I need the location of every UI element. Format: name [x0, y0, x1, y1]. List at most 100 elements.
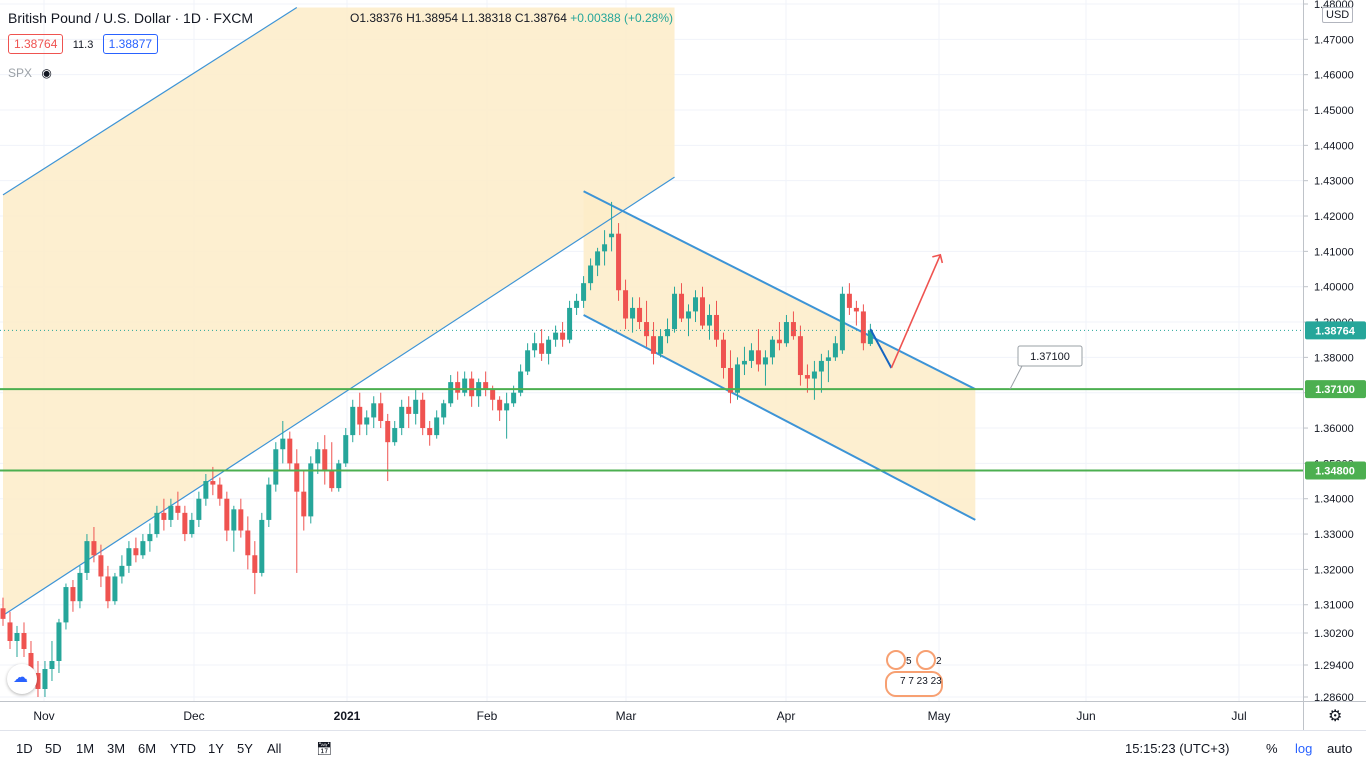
range-button-1y[interactable]: 1Y [208, 741, 224, 756]
candle-body [546, 339, 552, 354]
candles [0, 201, 873, 697]
callout-text: 1.37100 [1030, 351, 1070, 363]
range-button-ytd[interactable]: YTD [170, 741, 196, 756]
candle-body [665, 329, 671, 337]
candle-body [567, 307, 573, 340]
range-button-1m[interactable]: 1M [76, 741, 95, 756]
range-button-5y[interactable]: 5Y [237, 741, 253, 756]
time-axis-svg: Nov Dec 2021 Feb Mar Apr May Jun Jul [33, 709, 1246, 723]
price-label-text: 1.37100 [1315, 384, 1355, 396]
price-label-box [1305, 321, 1366, 340]
candle-body [315, 449, 321, 464]
candle-body [860, 311, 866, 344]
auto-toggle[interactable]: auto [1327, 741, 1353, 756]
currency-label[interactable]: USD [1322, 7, 1354, 23]
candle-body [322, 449, 328, 471]
time-tick-label: Nov [33, 709, 54, 723]
eye-off-icon[interactable]: ◉ [41, 66, 52, 80]
candle-body [399, 406, 405, 429]
candle-body [832, 343, 838, 358]
candle-body [455, 382, 461, 393]
candle-body [357, 406, 363, 425]
candle-body [867, 330, 873, 344]
price-scale-svg: 1.48000 1.47000 1.46000 1.45000 1.44000 1.430… [1304, 0, 1366, 704]
cloud-logo-icon: ☁ [13, 669, 28, 686]
candle-body [741, 360, 747, 365]
candle-body [672, 293, 678, 330]
event-badge-b-text: 2 [936, 656, 942, 667]
time-tick-label: Mar [616, 709, 637, 723]
candle-body [762, 357, 768, 365]
change-value: +0.00388 (+0.28%) [570, 11, 673, 25]
candle-body [7, 622, 13, 641]
price-tick-label: 1.30200 [1314, 628, 1354, 640]
candle-body [266, 484, 272, 520]
candle-body [532, 343, 538, 351]
range-button-6m[interactable]: 6M [138, 741, 157, 756]
candle-body [853, 307, 859, 312]
bid-price[interactable]: 1.38764 [8, 34, 64, 54]
candle-body [364, 417, 370, 425]
candle-body [818, 360, 824, 372]
candle-body [350, 406, 356, 436]
range-button-1d[interactable]: 1D [16, 741, 33, 756]
candle-body [804, 375, 810, 379]
price-label-box [1305, 461, 1366, 480]
time-tick-label: Jun [1076, 709, 1095, 723]
candle-body [371, 403, 377, 418]
time-axis[interactable]: Nov Dec 2021 Feb Mar Apr May Jun Jul [0, 701, 1303, 730]
candle-body [119, 565, 125, 577]
tradingview-logo[interactable]: ☁ [7, 664, 37, 694]
candle-body [301, 491, 307, 517]
log-toggle[interactable]: log [1295, 741, 1313, 756]
range-button-all[interactable]: All [267, 741, 282, 756]
candle-body [434, 417, 440, 436]
price-tick-label: 1.47000 [1314, 34, 1354, 46]
range-button-3m[interactable]: 3M [107, 741, 126, 756]
candle-body [210, 481, 216, 485]
candle-body [385, 420, 391, 443]
candle-body [259, 519, 265, 573]
time-tick-label: 2021 [334, 709, 361, 723]
candle-body [511, 392, 517, 404]
candle-body [98, 555, 104, 577]
channel-fills [3, 7, 976, 616]
candle-body [755, 350, 761, 365]
open-value: O1.38376 [350, 11, 403, 25]
chart-area[interactable]: 1.37100 5 2 7 7 23 23 [0, 0, 1303, 701]
candle-body [77, 572, 83, 602]
ask-price[interactable]: 1.38877 [102, 34, 159, 54]
candle-body [308, 463, 314, 517]
calendar-icon[interactable]: 📅︎ [316, 741, 333, 756]
candle-body [0, 608, 6, 619]
price-scale[interactable]: 1.48000 1.47000 1.46000 1.45000 1.44000 1.430… [1303, 0, 1366, 704]
candle-body [168, 505, 174, 520]
candle-body [84, 541, 90, 573]
candle-body [14, 633, 20, 641]
overlay-row: SPX ◉ [8, 66, 52, 80]
time-tick-label: Apr [777, 709, 796, 723]
gear-icon[interactable]: ⚙ [1328, 708, 1343, 725]
candle-body [231, 509, 237, 531]
candle-body [623, 290, 629, 319]
candle-body [154, 512, 160, 535]
falling-channel-fill [583, 191, 976, 520]
candle-body [483, 382, 489, 390]
candle-body [616, 233, 622, 291]
chart-svg[interactable]: 1.37100 5 2 7 7 23 23 [0, 0, 1303, 701]
candle-body [497, 399, 503, 411]
candle-body [56, 622, 62, 661]
candle-body [490, 389, 496, 400]
candle-body [238, 509, 244, 531]
candle-body [846, 293, 852, 308]
price-tick-label: 1.38000 [1314, 352, 1354, 364]
range-button-5d[interactable]: 5D [45, 741, 62, 756]
percent-toggle[interactable]: % [1266, 741, 1278, 756]
ohlc-values: O1.38376 H1.38954 L1.38318 C1.38764 +0.0… [350, 11, 673, 25]
bid-ask-row: 1.38764 11.3 1.38877 [8, 34, 159, 54]
settings-corner[interactable]: ⚙ [1303, 701, 1366, 730]
candle-body [469, 378, 475, 397]
candle-body [720, 339, 726, 368]
candle-body [504, 403, 510, 411]
price-label-text: 1.38764 [1315, 325, 1356, 337]
